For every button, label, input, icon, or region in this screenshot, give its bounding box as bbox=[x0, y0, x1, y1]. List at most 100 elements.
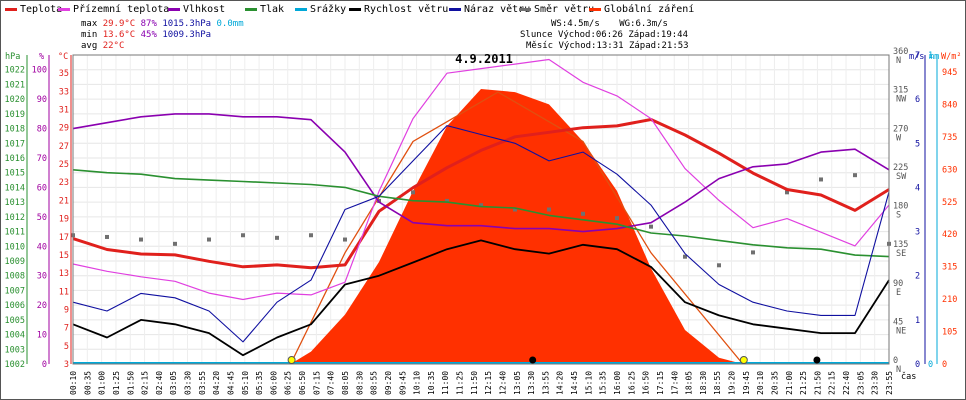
axis-tick-radiation: 0 bbox=[942, 360, 947, 370]
axis-tick-wind-dir: 315 bbox=[893, 86, 908, 96]
axis-tick-wind-dir: 360 bbox=[893, 47, 908, 57]
legend-item-3: Tlak bbox=[245, 4, 284, 15]
axis-tick-wind-ms: 3 bbox=[915, 228, 920, 238]
stats-avg-temp: 22°C bbox=[102, 41, 125, 51]
axis-tick-wind-dir-label: N bbox=[896, 365, 901, 375]
legend-item-2: Vlhkost bbox=[168, 4, 225, 15]
axis-header-ms: m/s bbox=[909, 52, 924, 62]
axis-tick-wind-dir: 270 bbox=[893, 124, 908, 134]
axis-tick-temperature_C: 13 bbox=[59, 269, 69, 279]
info-wg: WG:6.3m/s bbox=[619, 19, 668, 29]
axis-tick-radiation: 210 bbox=[942, 295, 957, 305]
legend-label: Vlhkost bbox=[183, 4, 226, 15]
wind-direction-point bbox=[139, 237, 143, 242]
axis-tick-pressure_hPa: 1011 bbox=[5, 228, 25, 238]
x-tick-label: 06:50 bbox=[298, 371, 307, 395]
x-tick-label: 09:45 bbox=[398, 371, 407, 395]
axis-tick-pressure_hPa: 1017 bbox=[5, 139, 25, 149]
info-ws: WS:4.5m/s bbox=[551, 19, 600, 29]
legend-label: Rychlost větru bbox=[364, 4, 449, 15]
axis-tick-temperature_C: 19 bbox=[59, 215, 69, 225]
axis-tick-temperature_C: 27 bbox=[59, 142, 69, 152]
wind-direction-point bbox=[717, 263, 721, 268]
info-sun-row: Slunce Východ:06:26 Západ:19:44 bbox=[520, 30, 688, 40]
axis-tick-wind-dir-label: N bbox=[896, 56, 901, 66]
axis-tick-wind-ms: 4 bbox=[915, 183, 920, 193]
series-line-Teplota bbox=[72, 118, 890, 270]
x-tick-label: 19:45 bbox=[742, 371, 751, 395]
axis-tick-humidity_pct: 100 bbox=[32, 66, 47, 76]
axis-tick-wind-dir-label: S bbox=[896, 211, 901, 221]
stats-min-press: 1009.3hPa bbox=[162, 30, 212, 40]
x-tick-label: 21:00 bbox=[785, 371, 794, 395]
stats-max-hum: 87% bbox=[140, 19, 157, 29]
axis-tick-humidity_pct: 60 bbox=[37, 183, 47, 193]
axis-header-hpa: hPa bbox=[5, 52, 20, 62]
x-tick-label: 10:35 bbox=[427, 371, 436, 395]
chart-title: 4.9.2011 bbox=[455, 52, 513, 66]
x-tick-label: 21:50 bbox=[813, 371, 822, 395]
axis-header-mm: mm bbox=[929, 52, 939, 62]
legend-swatch bbox=[589, 7, 601, 11]
legend-swatch bbox=[295, 7, 307, 11]
legend-label: Tlak bbox=[260, 4, 285, 15]
x-tick-label: 17:15 bbox=[656, 371, 665, 395]
x-tick-label: 23:55 bbox=[885, 371, 894, 395]
stats-min-temp: 13.6°C bbox=[102, 30, 136, 40]
x-tick-label: 06:00 bbox=[269, 371, 278, 395]
axis-tick-temperature_C: 5 bbox=[64, 342, 69, 352]
axis-tick-pressure_hPa: 1003 bbox=[5, 345, 25, 355]
axis-tick-pressure_hPa: 1021 bbox=[5, 80, 25, 90]
axis-tick-wind-ms: 0 bbox=[915, 360, 920, 370]
info-moon-label: Měsíc bbox=[526, 41, 554, 51]
x-tick-label: 16:00 bbox=[613, 371, 622, 395]
axis-tick-radiation: 735 bbox=[942, 133, 957, 143]
axis-tick-wind-dir: 135 bbox=[893, 240, 908, 250]
axis-tick-wind-dir: 180 bbox=[893, 202, 908, 212]
x-tick-label: 10:10 bbox=[413, 371, 422, 395]
x-tick-label: 07:40 bbox=[327, 371, 336, 395]
axis-tick-temperature_C: 25 bbox=[59, 160, 69, 170]
stats-max-label: max bbox=[81, 19, 98, 29]
x-tick-label: 20:35 bbox=[770, 371, 779, 395]
axis-tick-rain: 0 bbox=[928, 360, 933, 370]
axis-tick-radiation: 630 bbox=[942, 165, 957, 175]
axis-tick-temperature_C: 33 bbox=[59, 87, 69, 97]
x-tick-label: 14:45 bbox=[570, 371, 579, 395]
axis-tick-humidity_pct: 20 bbox=[37, 301, 47, 311]
axis-tick-humidity_pct: 0 bbox=[42, 360, 47, 370]
x-tick-label: 05:35 bbox=[255, 371, 264, 395]
x-tick-label: 19:20 bbox=[728, 371, 737, 395]
axis-tick-temperature_C: 9 bbox=[64, 305, 69, 315]
info-sun-set: Západ:19:44 bbox=[628, 30, 688, 40]
axis-tick-temperature_C: 31 bbox=[59, 106, 69, 116]
x-tick-label: 08:05 bbox=[341, 371, 350, 395]
legend-label: Teplota bbox=[20, 4, 63, 15]
legend-swatch bbox=[58, 7, 70, 11]
x-tick-label: 20:10 bbox=[756, 371, 765, 395]
legend-item-4: Srážky bbox=[295, 4, 346, 15]
axis-tick-wind-dir-label: NE bbox=[896, 326, 906, 336]
stats-max-press: 1015.3hPa bbox=[162, 19, 212, 29]
axis-tick-wind-ms: 5 bbox=[915, 139, 920, 149]
legend-item-7: Směr větru bbox=[519, 4, 594, 15]
x-tick-label: 01:00 bbox=[98, 371, 107, 395]
series-line-Vlhkost bbox=[72, 113, 890, 233]
axis-tick-temperature_C: 21 bbox=[59, 196, 69, 206]
x-tick-label: 15:35 bbox=[599, 371, 608, 395]
x-tick-label: 13:05 bbox=[513, 371, 522, 395]
axis-tick-pressure_hPa: 1016 bbox=[5, 154, 25, 164]
wind-direction-point bbox=[751, 250, 755, 255]
x-tick-label: 12:40 bbox=[498, 371, 507, 395]
axis-tick-wind-ms: 6 bbox=[915, 95, 920, 105]
info-wind-row: WS:4.5m/s WG:6.3m/s bbox=[551, 19, 668, 29]
x-tick-label: 14:20 bbox=[556, 371, 565, 395]
axis-tick-pressure_hPa: 1013 bbox=[5, 198, 25, 208]
axis-tick-temperature_C: 7 bbox=[64, 324, 69, 334]
wind-direction-point bbox=[649, 224, 653, 229]
x-tick-label: 13:30 bbox=[527, 371, 536, 395]
info-moon-set: Západ:21:53 bbox=[628, 41, 689, 51]
clear-sky-curve bbox=[290, 91, 744, 365]
axis-header-degc: °C bbox=[58, 52, 68, 62]
axis-tick-temperature_C: 29 bbox=[59, 124, 69, 134]
